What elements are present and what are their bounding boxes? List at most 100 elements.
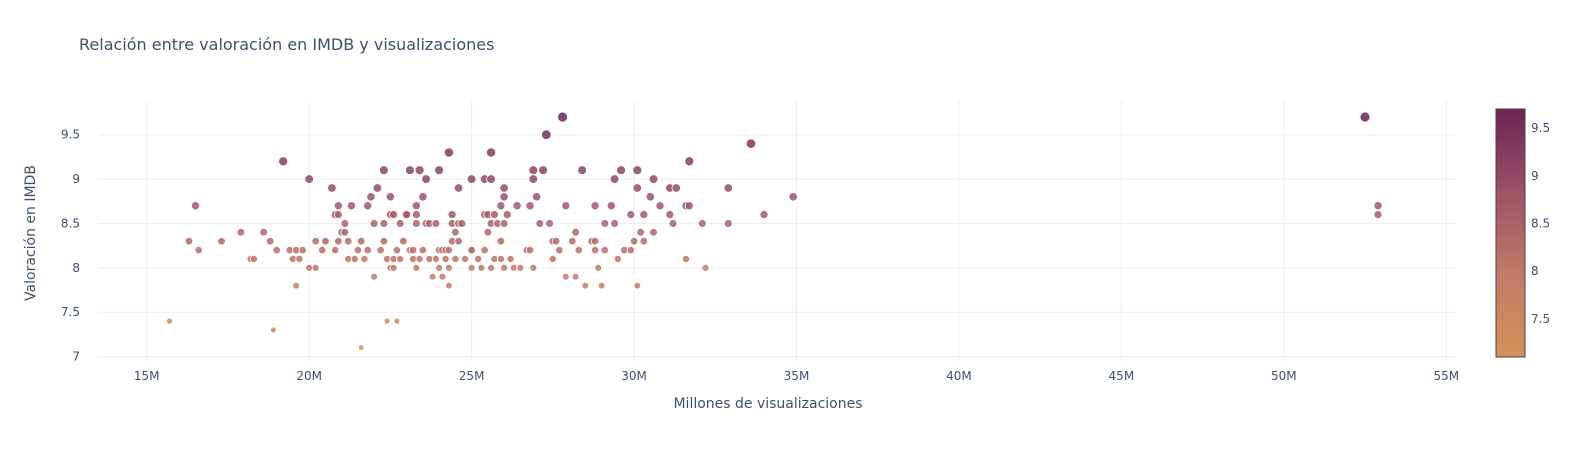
data-point — [412, 263, 421, 272]
data-point — [649, 228, 658, 237]
data-point — [487, 263, 496, 272]
data-point — [1373, 210, 1383, 220]
colorbar-tick-label: 8 — [1531, 264, 1539, 278]
data-point — [412, 219, 421, 228]
data-point — [453, 183, 464, 193]
data-point — [496, 254, 505, 264]
data-point — [415, 254, 424, 264]
data-point — [590, 245, 600, 255]
data-point — [671, 183, 682, 193]
data-point — [408, 245, 418, 255]
data-point — [557, 111, 568, 123]
data-point — [376, 245, 385, 255]
data-point — [396, 254, 405, 264]
data-point — [318, 245, 327, 255]
data-point — [568, 236, 577, 246]
x-tick-label: 15M — [134, 369, 160, 383]
data-point — [321, 236, 330, 246]
data-point — [571, 272, 580, 281]
data-point — [363, 201, 373, 211]
data-point — [379, 219, 389, 228]
data-point — [249, 254, 258, 264]
data-point — [457, 219, 467, 228]
data-point — [411, 210, 421, 220]
data-point — [541, 129, 552, 140]
data-point — [363, 245, 372, 255]
data-point — [655, 201, 665, 211]
data-point — [496, 201, 506, 211]
data-point — [525, 201, 535, 211]
chart-title: Relación entre valoración en IMDB y visu… — [79, 35, 494, 54]
data-point — [466, 174, 477, 184]
data-point — [645, 192, 655, 202]
data-point — [516, 263, 525, 272]
data-point — [499, 192, 509, 202]
data-point — [405, 165, 415, 176]
data-point — [665, 210, 675, 220]
data-point — [278, 156, 289, 167]
data-point — [723, 219, 733, 228]
data-point — [600, 219, 610, 228]
data-point — [360, 254, 369, 264]
data-point — [217, 236, 226, 246]
data-point — [590, 236, 600, 246]
data-point — [636, 228, 645, 237]
data-point — [272, 245, 281, 255]
data-point — [512, 201, 522, 211]
y-tick-label: 7.5 — [61, 305, 80, 319]
data-point — [295, 254, 304, 264]
data-point — [434, 165, 444, 176]
data-point — [445, 281, 453, 290]
data-point — [597, 281, 606, 290]
data-point — [528, 174, 539, 184]
data-point — [454, 236, 463, 246]
data-point — [499, 219, 509, 228]
data-point — [395, 219, 405, 228]
data-point — [418, 245, 428, 255]
x-tick-label: 50M — [1271, 369, 1297, 383]
data-point — [480, 245, 489, 255]
data-point — [428, 272, 437, 281]
data-point — [626, 210, 636, 220]
data-point — [402, 210, 412, 220]
data-point — [600, 245, 609, 255]
data-point — [555, 245, 564, 255]
data-point — [358, 344, 365, 351]
data-point — [574, 245, 583, 255]
data-point — [697, 219, 707, 228]
data-point — [372, 183, 383, 193]
data-point — [788, 192, 798, 202]
y-tick-label: 8 — [72, 261, 80, 275]
data-point — [340, 219, 350, 228]
data-point — [399, 236, 408, 246]
y-tick-label: 9.5 — [61, 128, 80, 142]
data-point — [632, 183, 643, 193]
data-point — [581, 281, 590, 290]
colorbar-tick-label: 9 — [1531, 169, 1539, 183]
data-point — [759, 210, 769, 220]
data-point — [389, 210, 399, 220]
data-point — [577, 165, 587, 176]
data-point — [383, 317, 391, 325]
data-point — [502, 210, 512, 220]
data-point — [486, 174, 496, 184]
y-tick-label: 7 — [72, 350, 80, 364]
data-point — [444, 245, 454, 255]
data-point — [447, 210, 457, 220]
data-point — [616, 165, 626, 176]
data-point — [745, 138, 757, 149]
data-point — [528, 165, 539, 176]
data-point — [353, 245, 363, 255]
data-point — [333, 210, 343, 220]
data-point — [639, 236, 649, 246]
data-point — [723, 183, 734, 193]
y-tick-label: 9 — [72, 172, 80, 186]
data-point — [393, 317, 401, 325]
data-point — [681, 254, 691, 264]
data-point — [418, 192, 428, 202]
data-point — [270, 326, 277, 334]
data-point — [545, 219, 554, 228]
data-point — [435, 263, 444, 272]
